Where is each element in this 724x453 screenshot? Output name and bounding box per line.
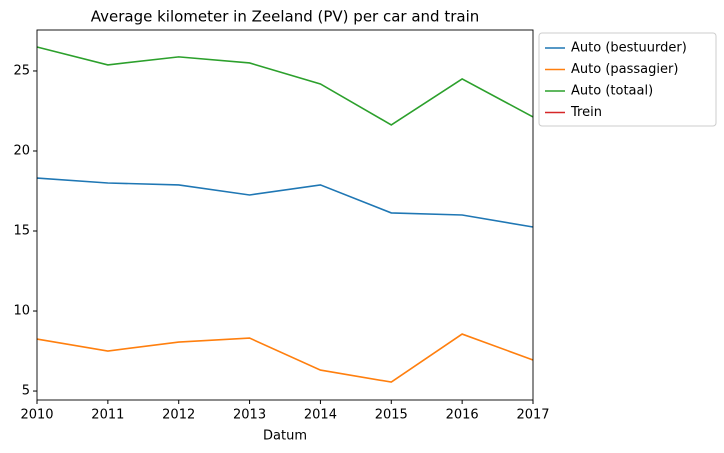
y-tick-label: 5 <box>22 384 30 399</box>
legend-box <box>538 32 717 127</box>
x-tick-label: 2011 <box>91 408 124 423</box>
y-tick-label: 25 <box>13 63 30 78</box>
legend-label: Auto (passagier) <box>571 62 678 77</box>
plot-frame <box>36 29 534 401</box>
legend-label: Trein <box>570 105 602 120</box>
y-tick-label: 10 <box>13 304 30 319</box>
y-tick-label: 15 <box>13 224 30 239</box>
line-series <box>36 177 534 228</box>
line-series <box>36 333 534 383</box>
legend-label: Auto (bestuurder) <box>571 41 687 56</box>
x-tick-label: 2012 <box>162 408 195 423</box>
x-tick-label: 2013 <box>233 408 266 423</box>
x-tick-label: 2016 <box>446 408 479 423</box>
y-tick-label: 20 <box>13 143 30 158</box>
x-tick-label: 2010 <box>20 408 53 423</box>
x-tick-label: 2015 <box>375 408 408 423</box>
legend-label: Auto (totaal) <box>571 84 653 99</box>
x-tick-label: 2014 <box>304 408 337 423</box>
chart-title: Average kilometer in Zeeland (PV) per ca… <box>91 8 480 26</box>
x-tick-label: 2017 <box>516 408 549 423</box>
line-series <box>36 46 534 126</box>
x-axis-label: Datum <box>263 429 307 444</box>
